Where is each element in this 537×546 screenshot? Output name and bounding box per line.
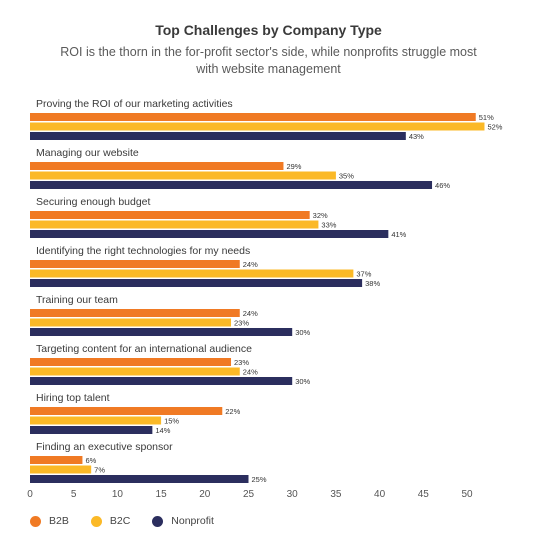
legend-label-nonprofit: Nonprofit <box>171 515 214 527</box>
legend-swatch-nonprofit <box>152 515 164 527</box>
data-label: 29% <box>286 162 301 171</box>
data-label: 38% <box>365 279 380 288</box>
data-label: 33% <box>321 221 336 230</box>
bar-b2b <box>30 211 310 219</box>
bar-b2c <box>30 122 485 131</box>
data-label: 24% <box>243 368 258 377</box>
bar-nonprofit <box>30 377 293 385</box>
legend-item-b2c: B2C <box>90 515 131 527</box>
bar-b2b <box>30 260 240 268</box>
data-label: 43% <box>409 132 424 141</box>
bar-b2b <box>30 358 232 366</box>
bar-b2b <box>30 407 223 415</box>
category-label: Securing enough budget <box>36 196 151 208</box>
category-label: Finding an executive sponsor <box>36 441 173 453</box>
data-label: 51% <box>479 113 494 122</box>
bar-b2c <box>30 465 92 474</box>
data-label: 46% <box>435 181 450 190</box>
data-label: 30% <box>295 377 310 386</box>
category-label: Targeting content for an international a… <box>36 343 252 355</box>
x-tick-label: 10 <box>112 489 124 500</box>
bar-b2c <box>30 367 240 376</box>
data-label: 15% <box>164 417 179 426</box>
bar-b2c <box>30 220 319 229</box>
chart-title: Top Challenges by Company Type <box>155 22 382 38</box>
x-tick-label: 0 <box>27 489 33 500</box>
bar-b2b <box>30 456 83 464</box>
legend-label-b2b: B2B <box>49 515 69 527</box>
bar-nonprofit <box>30 426 153 434</box>
x-tick-label: 5 <box>71 489 77 500</box>
data-label: 35% <box>339 172 354 181</box>
bar-nonprofit <box>30 181 433 189</box>
legend-label-b2c: B2C <box>109 515 131 527</box>
bar-b2c <box>30 171 336 180</box>
data-label: 22% <box>225 407 240 416</box>
x-tick-label: 15 <box>156 489 168 500</box>
legend: B2B B2C Nonprofit <box>30 515 214 527</box>
x-tick-label: 40 <box>374 489 386 500</box>
category-label: Identifying the right technologies for m… <box>36 245 250 257</box>
data-label: 41% <box>391 230 406 239</box>
x-tick-label: 45 <box>418 489 430 500</box>
legend-item-nonprofit: Nonprofit <box>152 515 214 527</box>
bar-b2b <box>30 113 476 121</box>
x-tick-label: 30 <box>287 489 299 500</box>
data-label: 37% <box>356 270 371 279</box>
data-label: 14% <box>155 426 170 435</box>
category-label: Proving the ROI of our marketing activit… <box>36 98 233 110</box>
data-label: 32% <box>313 211 328 220</box>
bar-b2c <box>30 416 162 425</box>
bar-b2b <box>30 162 284 170</box>
chart-subtitle: ROI is the thorn in the for-profit secto… <box>60 45 477 76</box>
data-label: 23% <box>234 319 249 328</box>
data-label: 7% <box>94 466 105 475</box>
legend-swatch-b2b <box>30 515 41 527</box>
bar-b2c <box>30 318 232 327</box>
bar-nonprofit <box>30 230 389 238</box>
data-label: 24% <box>243 309 258 318</box>
bar-b2b <box>30 309 240 317</box>
legend-swatch-b2c <box>90 515 102 527</box>
x-tick-label: 35 <box>330 489 342 500</box>
bar-nonprofit <box>30 132 406 140</box>
x-tick-label: 25 <box>243 489 255 500</box>
x-tick-label: 20 <box>199 489 211 500</box>
category-label: Hiring top talent <box>36 392 110 404</box>
category-label: Training our team <box>36 294 118 306</box>
data-label: 23% <box>234 358 249 367</box>
bar-nonprofit <box>30 475 249 483</box>
bar-b2c <box>30 269 354 278</box>
bar-nonprofit <box>30 279 363 287</box>
x-tick-label: 50 <box>461 489 473 500</box>
category-label: Managing our website <box>36 147 139 159</box>
data-label: 25% <box>252 475 267 484</box>
data-label: 6% <box>85 456 96 465</box>
data-label: 30% <box>295 328 310 337</box>
legend-item-b2b: B2B <box>30 515 69 527</box>
data-label: 52% <box>487 123 502 132</box>
bar-nonprofit <box>30 328 293 336</box>
data-label: 24% <box>243 260 258 269</box>
